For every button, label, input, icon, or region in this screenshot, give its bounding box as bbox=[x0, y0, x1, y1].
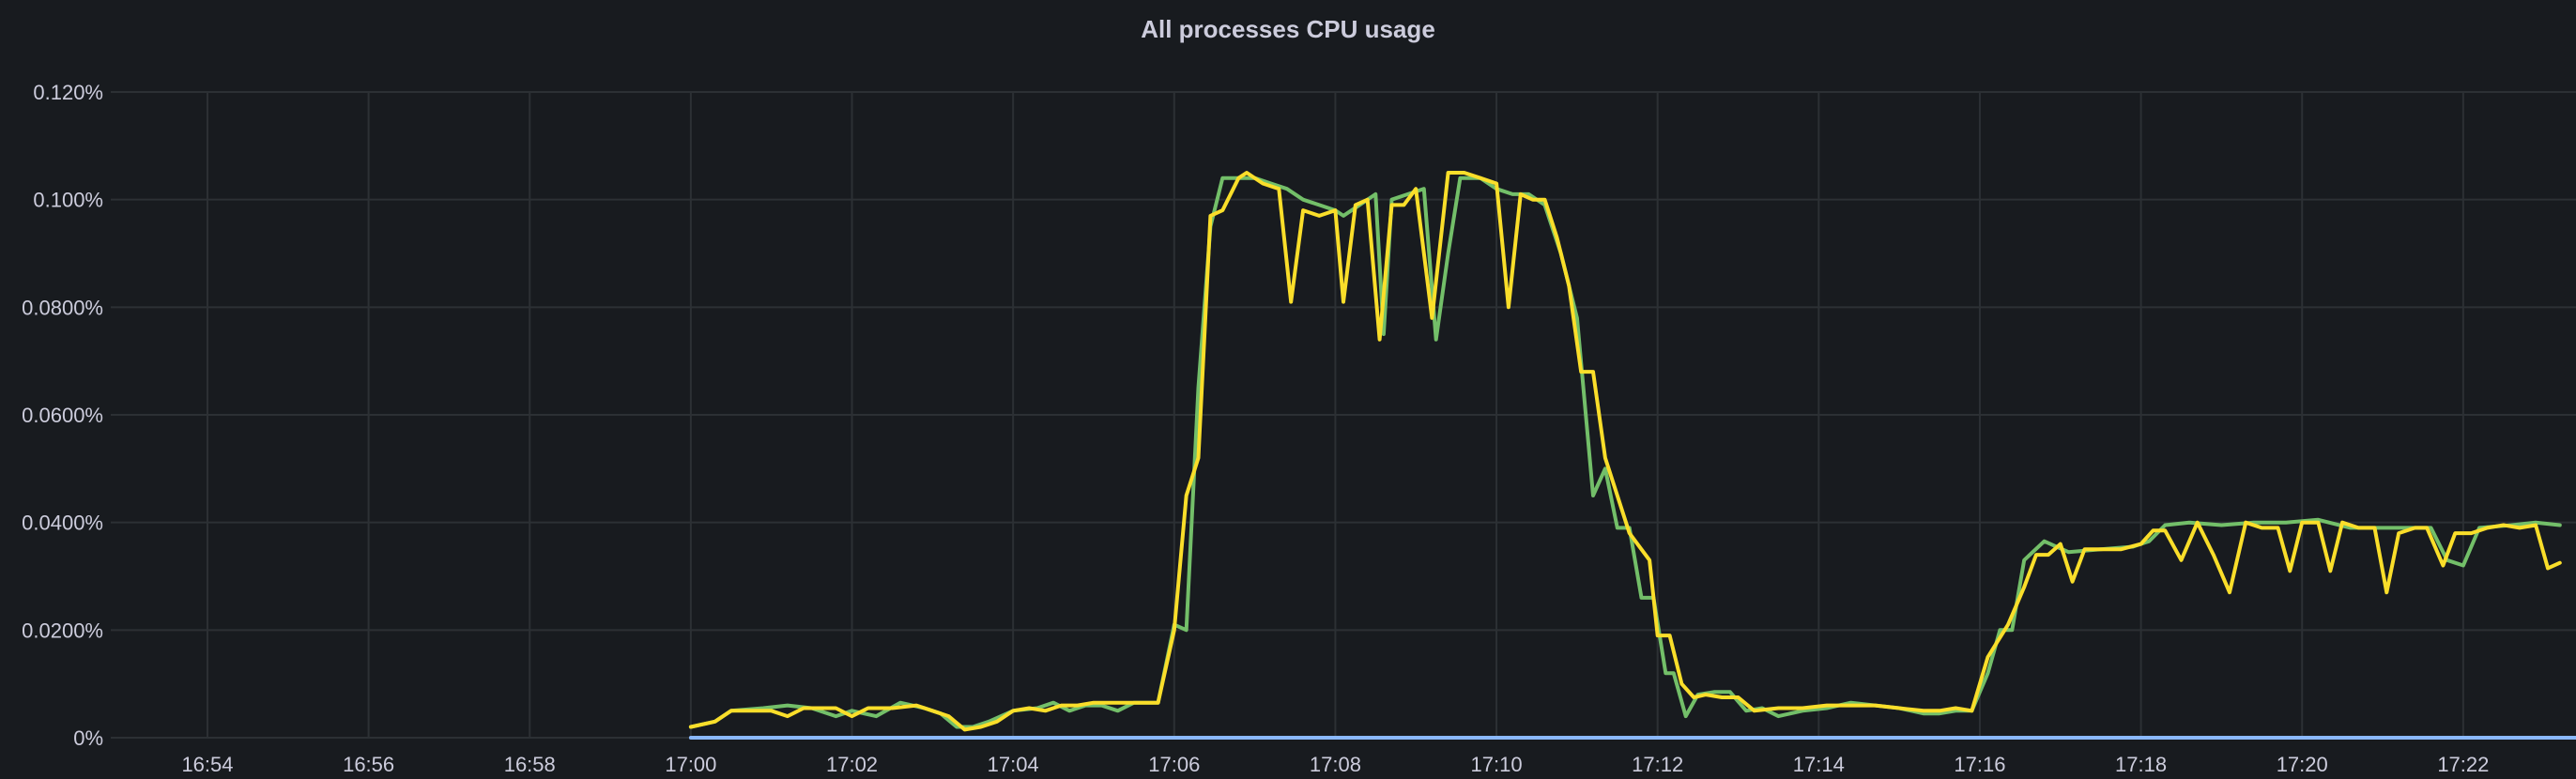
series-lines bbox=[688, 171, 2576, 740]
chart-title: All processes CPU usage bbox=[1141, 15, 1435, 43]
grid bbox=[111, 91, 2576, 739]
y-tick-label: 0.0400% bbox=[22, 512, 103, 535]
x-tick-label: 17:20 bbox=[2277, 753, 2328, 776]
series-line-1 bbox=[688, 176, 2562, 729]
x-tick-label: 17:16 bbox=[1954, 753, 2005, 776]
y-tick-label: 0.120% bbox=[33, 81, 103, 104]
x-tick-label: 17:00 bbox=[665, 753, 716, 776]
x-tick-label: 17:10 bbox=[1471, 753, 1523, 776]
x-axis-ticks: 16:54 16:56 16:58 17:00 17:02 17:04 17:06 17:08… bbox=[181, 753, 2489, 776]
x-tick-label: 17:12 bbox=[1632, 753, 1683, 776]
x-tick-label: 17:14 bbox=[1793, 753, 1845, 776]
x-tick-label: 17:06 bbox=[1148, 753, 1200, 776]
y-tick-label: 0% bbox=[73, 726, 103, 750]
x-tick-label: 16:54 bbox=[181, 753, 233, 776]
y-tick-label: 0.0600% bbox=[22, 404, 103, 427]
x-tick-label: 17:02 bbox=[826, 753, 878, 776]
y-tick-label: 0.0800% bbox=[22, 296, 103, 319]
x-tick-label: 17:08 bbox=[1310, 753, 1361, 776]
y-tick-label: 0.100% bbox=[33, 189, 103, 212]
y-tick-label: 0.0200% bbox=[22, 619, 103, 642]
x-tick-label: 17:04 bbox=[988, 753, 1039, 776]
y-axis-ticks: 0% 0.0200% 0.0400% 0.0600% 0.0800% 0.100% 0.12… bbox=[22, 81, 103, 750]
x-tick-label: 17:18 bbox=[2115, 753, 2167, 776]
x-tick-label: 16:58 bbox=[504, 753, 556, 776]
x-tick-label: 16:56 bbox=[343, 753, 394, 776]
series-line-2 bbox=[688, 171, 2562, 732]
x-tick-label: 17:22 bbox=[2437, 753, 2489, 776]
